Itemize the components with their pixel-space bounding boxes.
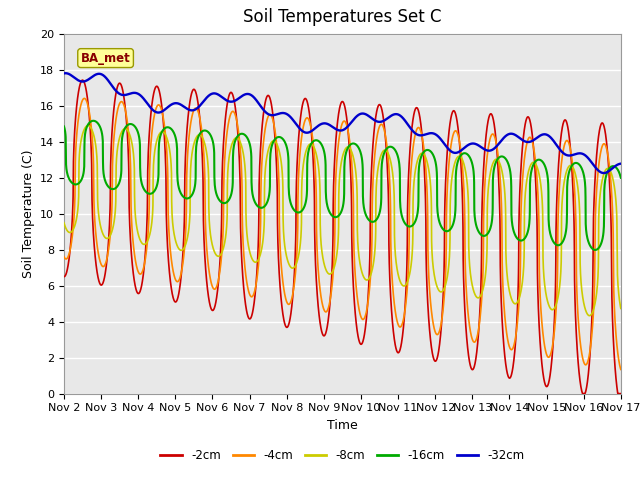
X-axis label: Time: Time xyxy=(327,419,358,432)
Legend: -2cm, -4cm, -8cm, -16cm, -32cm: -2cm, -4cm, -8cm, -16cm, -32cm xyxy=(156,444,529,467)
Title: Soil Temperatures Set C: Soil Temperatures Set C xyxy=(243,9,442,26)
Y-axis label: Soil Temperature (C): Soil Temperature (C) xyxy=(22,149,35,278)
Text: BA_met: BA_met xyxy=(81,51,131,65)
